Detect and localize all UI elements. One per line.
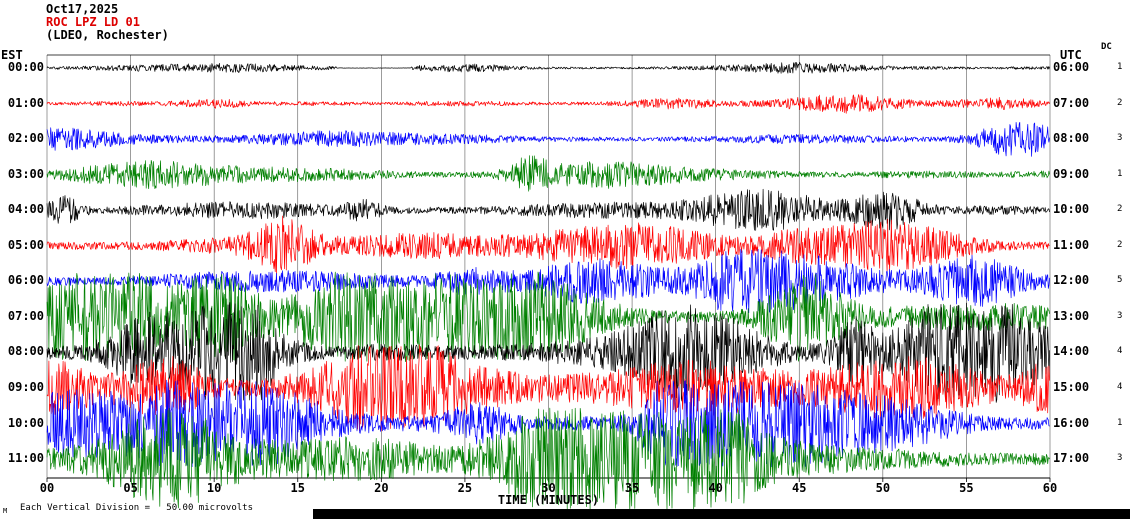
dc-value: 2 (1117, 204, 1123, 215)
dc-value: 3 (1117, 310, 1123, 321)
seismogram-trace-10:00 (46, 379, 1050, 468)
est-time-label: 10:00 (7, 415, 44, 430)
est-time-label: 08:00 (7, 344, 44, 359)
dc-value: 3 (1117, 133, 1123, 144)
utc-axis-label: UTC (1060, 48, 1082, 62)
corner-marker: M (3, 507, 8, 515)
x-tick-label: 60 (1042, 481, 1058, 495)
seismogram-trace-02:00 (46, 121, 1050, 157)
seismogram-trace-09:00 (46, 344, 1050, 432)
seismogram-trace-04:00 (46, 188, 1050, 231)
est-time-label: 06:00 (7, 273, 44, 288)
dc-value: 2 (1117, 97, 1123, 108)
dc-value: 5 (1117, 275, 1123, 286)
dc-value: 2 (1117, 239, 1123, 250)
seismogram-trace-11:00 (46, 407, 1050, 510)
utc-time-label: 14:00 (1053, 344, 1090, 359)
dc-value: 3 (1117, 453, 1123, 464)
est-time-label: 09:00 (7, 379, 44, 394)
est-time-label: 01:00 (7, 95, 44, 110)
est-time-label: 00:00 (7, 60, 44, 74)
bottom-black-bar (313, 509, 1130, 519)
dc-value: 1 (1117, 62, 1123, 72)
est-time-label: 03:00 (7, 166, 44, 181)
seismogram-trace-07:00 (46, 271, 1050, 363)
header-location: (LDEO, Rochester) (46, 28, 169, 42)
x-tick-label: 05 (123, 481, 138, 495)
seismogram-trace-03:00 (46, 155, 1050, 192)
dc-axis-label: DC (1101, 42, 1112, 52)
x-tick-label: 45 (792, 481, 807, 495)
utc-time-label: 08:00 (1053, 131, 1090, 146)
header-station: ROC LPZ LD 01 (46, 15, 140, 29)
dc-value: 4 (1117, 346, 1123, 357)
utc-time-label: 11:00 (1053, 237, 1090, 252)
seismogram-trace-05:00 (46, 215, 1050, 275)
x-tick-label: 50 (875, 481, 891, 495)
seismogram-trace-00:00 (46, 62, 1050, 74)
header-date: Oct17,2025 (46, 2, 119, 16)
est-time-label: 04:00 (7, 202, 44, 217)
utc-time-label: 16:00 (1053, 415, 1090, 430)
scale-note: Each Vertical Division = 50.00 microvolt… (20, 503, 253, 513)
seismogram-trace-08:00 (46, 302, 1050, 403)
est-time-label: 05:00 (7, 237, 44, 252)
seismogram-trace-06:00 (46, 248, 1050, 314)
dc-value: 1 (1117, 417, 1123, 428)
est-time-label: 02:00 (7, 131, 44, 146)
x-tick-label: 20 (374, 481, 389, 495)
dc-value: 4 (1117, 381, 1123, 392)
utc-time-label: 12:00 (1053, 273, 1090, 288)
utc-time-label: 10:00 (1053, 202, 1090, 217)
x-tick-label: 40 (708, 481, 723, 495)
x-tick-label: 30 (541, 481, 556, 495)
utc-time-label: 07:00 (1053, 95, 1090, 110)
est-time-label: 07:00 (7, 308, 44, 323)
x-tick-label: 15 (290, 481, 305, 495)
utc-time-label: 09:00 (1053, 166, 1090, 181)
utc-time-label: 13:00 (1053, 308, 1090, 323)
est-axis-label: EST (1, 48, 23, 62)
utc-time-label: 06:00 (1053, 60, 1090, 74)
x-tick-label: 25 (457, 481, 473, 495)
x-tick-label: 00 (39, 481, 55, 495)
utc-time-label: 17:00 (1053, 451, 1090, 466)
est-time-label: 11:00 (7, 451, 44, 466)
x-tick-label: 55 (959, 481, 974, 495)
utc-time-label: 15:00 (1053, 379, 1090, 394)
x-axis-title: TIME (MINUTES) (497, 493, 600, 507)
x-tick-label: 10 (206, 481, 222, 495)
seismogram-trace-01:00 (46, 94, 1050, 114)
x-tick-label: 35 (624, 481, 640, 495)
dc-value: 1 (1117, 168, 1123, 179)
